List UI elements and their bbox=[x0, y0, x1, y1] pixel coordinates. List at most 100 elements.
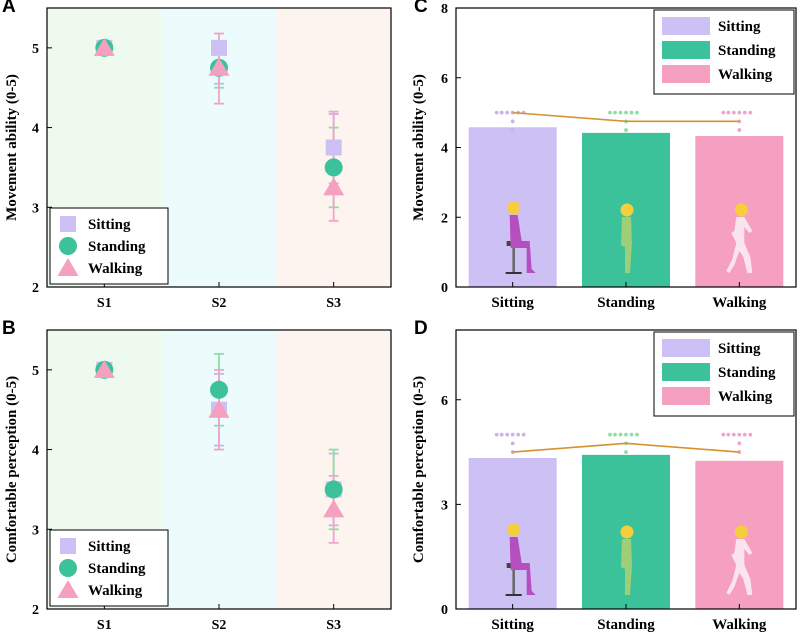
data-dot-sitting bbox=[510, 128, 515, 132]
data-dot-standing bbox=[635, 432, 639, 437]
panel-letter: C bbox=[414, 0, 428, 17]
panel-B: 2 3 4 5 S1 S2 S3 Sitting Standing Walking Comforta… bbox=[2, 318, 392, 633]
y-tick-label-4: 4 bbox=[441, 142, 448, 157]
figure-body bbox=[621, 539, 632, 595]
legend-swatch-sitting bbox=[662, 339, 710, 357]
figure-body bbox=[726, 539, 753, 595]
data-dot-standing bbox=[629, 110, 634, 115]
data-dot-sitting bbox=[510, 441, 515, 446]
legend-item-standing: Standing bbox=[662, 363, 776, 381]
legend-label-standing: Standing bbox=[88, 239, 146, 255]
legend-item-walking: Walking bbox=[57, 258, 143, 277]
data-dot-walking bbox=[726, 110, 731, 115]
data-dot-walking bbox=[731, 110, 736, 115]
legend-swatch-sitting bbox=[662, 17, 710, 35]
data-dot-standing bbox=[613, 110, 617, 115]
legend-marker-walking bbox=[57, 580, 79, 598]
legend-label-walking: Walking bbox=[718, 67, 773, 83]
x-tick-label-s1: S1 bbox=[97, 618, 112, 633]
x-tick-label-s1: S1 bbox=[97, 296, 112, 311]
panel-letter: B bbox=[2, 318, 16, 339]
pictogram-sitting bbox=[505, 523, 536, 596]
legend: Sitting Standing Walking bbox=[653, 9, 795, 95]
legend-item-sitting: Sitting bbox=[60, 216, 131, 233]
data-point-walking-s3 bbox=[323, 177, 345, 196]
data-point-walking-s3 bbox=[323, 499, 345, 518]
data-dot-standing bbox=[608, 432, 612, 437]
data-dot-sitting bbox=[505, 110, 510, 115]
x-tick-label-walking: Walking bbox=[712, 295, 767, 311]
legend-label-standing: Standing bbox=[718, 365, 776, 381]
y-tick-label-4: 4 bbox=[32, 122, 39, 137]
y-tick-label-8: 8 bbox=[441, 2, 448, 17]
y-tick-label-5: 5 bbox=[32, 42, 39, 57]
x-tick-label-walking: Walking bbox=[712, 617, 767, 633]
panel-D: 0 3 6 Sitting Standing Walking Sitting Standing… bbox=[411, 318, 797, 633]
y-tick-label-2: 2 bbox=[32, 281, 39, 296]
pictogram-walking bbox=[726, 203, 753, 273]
mean-line bbox=[512, 442, 740, 453]
data-dot-sitting bbox=[521, 432, 526, 437]
data-dot-walking bbox=[737, 128, 742, 132]
panel-C: 0 2 4 6 8 Sitting Standing Walking Sitting Standi… bbox=[411, 0, 797, 311]
y-axis-title: Movement ability (0-5) bbox=[4, 74, 20, 221]
legend-marker-standing bbox=[59, 559, 77, 577]
legend-label-sitting: Sitting bbox=[718, 19, 761, 35]
x-tick-label-standing: Standing bbox=[597, 295, 655, 311]
legend-label-sitting: Sitting bbox=[88, 217, 131, 233]
data-point-walking-s1 bbox=[93, 37, 115, 56]
data-dot-standing bbox=[618, 432, 623, 437]
legend-label-walking: Walking bbox=[88, 583, 143, 599]
legend-marker-sitting bbox=[60, 216, 76, 232]
mean-line bbox=[512, 111, 740, 123]
data-dot-walking bbox=[731, 432, 736, 437]
legend-item-walking: Walking bbox=[662, 65, 773, 83]
data-dot-standing bbox=[618, 110, 623, 115]
data-dot-standing bbox=[624, 450, 628, 454]
figure-body bbox=[509, 537, 536, 595]
data-dot-sitting bbox=[505, 432, 510, 437]
panel-A: 2 3 4 5 S1 S2 S3 Sitting Standing Walking Movement… bbox=[2, 0, 392, 311]
legend-item-standing: Standing bbox=[662, 41, 776, 59]
data-dot-walking bbox=[721, 110, 726, 115]
x-tick-label-sitting: Sitting bbox=[491, 617, 534, 633]
data-dot-sitting bbox=[494, 432, 499, 437]
y-axis-title: Comfortable perception (0-5) bbox=[4, 376, 20, 563]
data-dot-standing bbox=[613, 432, 617, 437]
y-axis-title: Comfortable perception (0-5) bbox=[411, 376, 427, 563]
y-tick-label-4: 4 bbox=[32, 444, 39, 459]
y-axis-title: Movement ability (0-5) bbox=[411, 74, 427, 221]
figure-body bbox=[621, 217, 632, 273]
x-tick-label-s2: S2 bbox=[212, 296, 227, 311]
data-dot-sitting bbox=[510, 119, 515, 124]
data-point-standing-s3 bbox=[324, 480, 343, 499]
legend: Sitting Standing Walking bbox=[49, 207, 169, 285]
panel-letter: A bbox=[2, 0, 16, 17]
data-dot-standing bbox=[624, 128, 628, 132]
y-tick-label-3: 3 bbox=[32, 523, 39, 538]
legend-label-standing: Standing bbox=[718, 43, 776, 59]
y-tick-label-0: 0 bbox=[441, 281, 448, 296]
x-tick-label-sitting: Sitting bbox=[491, 295, 534, 311]
x-tick-label-s3: S3 bbox=[326, 296, 341, 311]
data-point-sitting-s3 bbox=[325, 139, 342, 156]
pictogram-walking bbox=[726, 525, 753, 595]
pictogram-sitting bbox=[505, 201, 536, 274]
x-tick-label-s3: S3 bbox=[326, 618, 341, 633]
y-tick-label-0: 0 bbox=[441, 603, 448, 618]
data-dot-standing bbox=[624, 110, 628, 115]
legend: Sitting Standing Walking bbox=[653, 331, 795, 417]
legend-item-sitting: Sitting bbox=[662, 339, 761, 357]
legend-swatch-walking bbox=[662, 65, 710, 83]
legend-swatch-walking bbox=[662, 387, 710, 405]
legend-item-walking: Walking bbox=[57, 580, 143, 599]
panel-letter: D bbox=[414, 318, 428, 339]
data-dot-walking bbox=[748, 432, 753, 437]
y-tick-label-2: 2 bbox=[441, 211, 448, 226]
data-point-walking-s2 bbox=[208, 399, 230, 418]
legend-item-standing: Standing bbox=[59, 559, 146, 577]
data-dot-walking bbox=[748, 110, 753, 115]
data-dot-walking bbox=[726, 432, 731, 437]
data-dot-walking bbox=[737, 441, 742, 446]
legend-swatch-standing bbox=[662, 41, 710, 59]
